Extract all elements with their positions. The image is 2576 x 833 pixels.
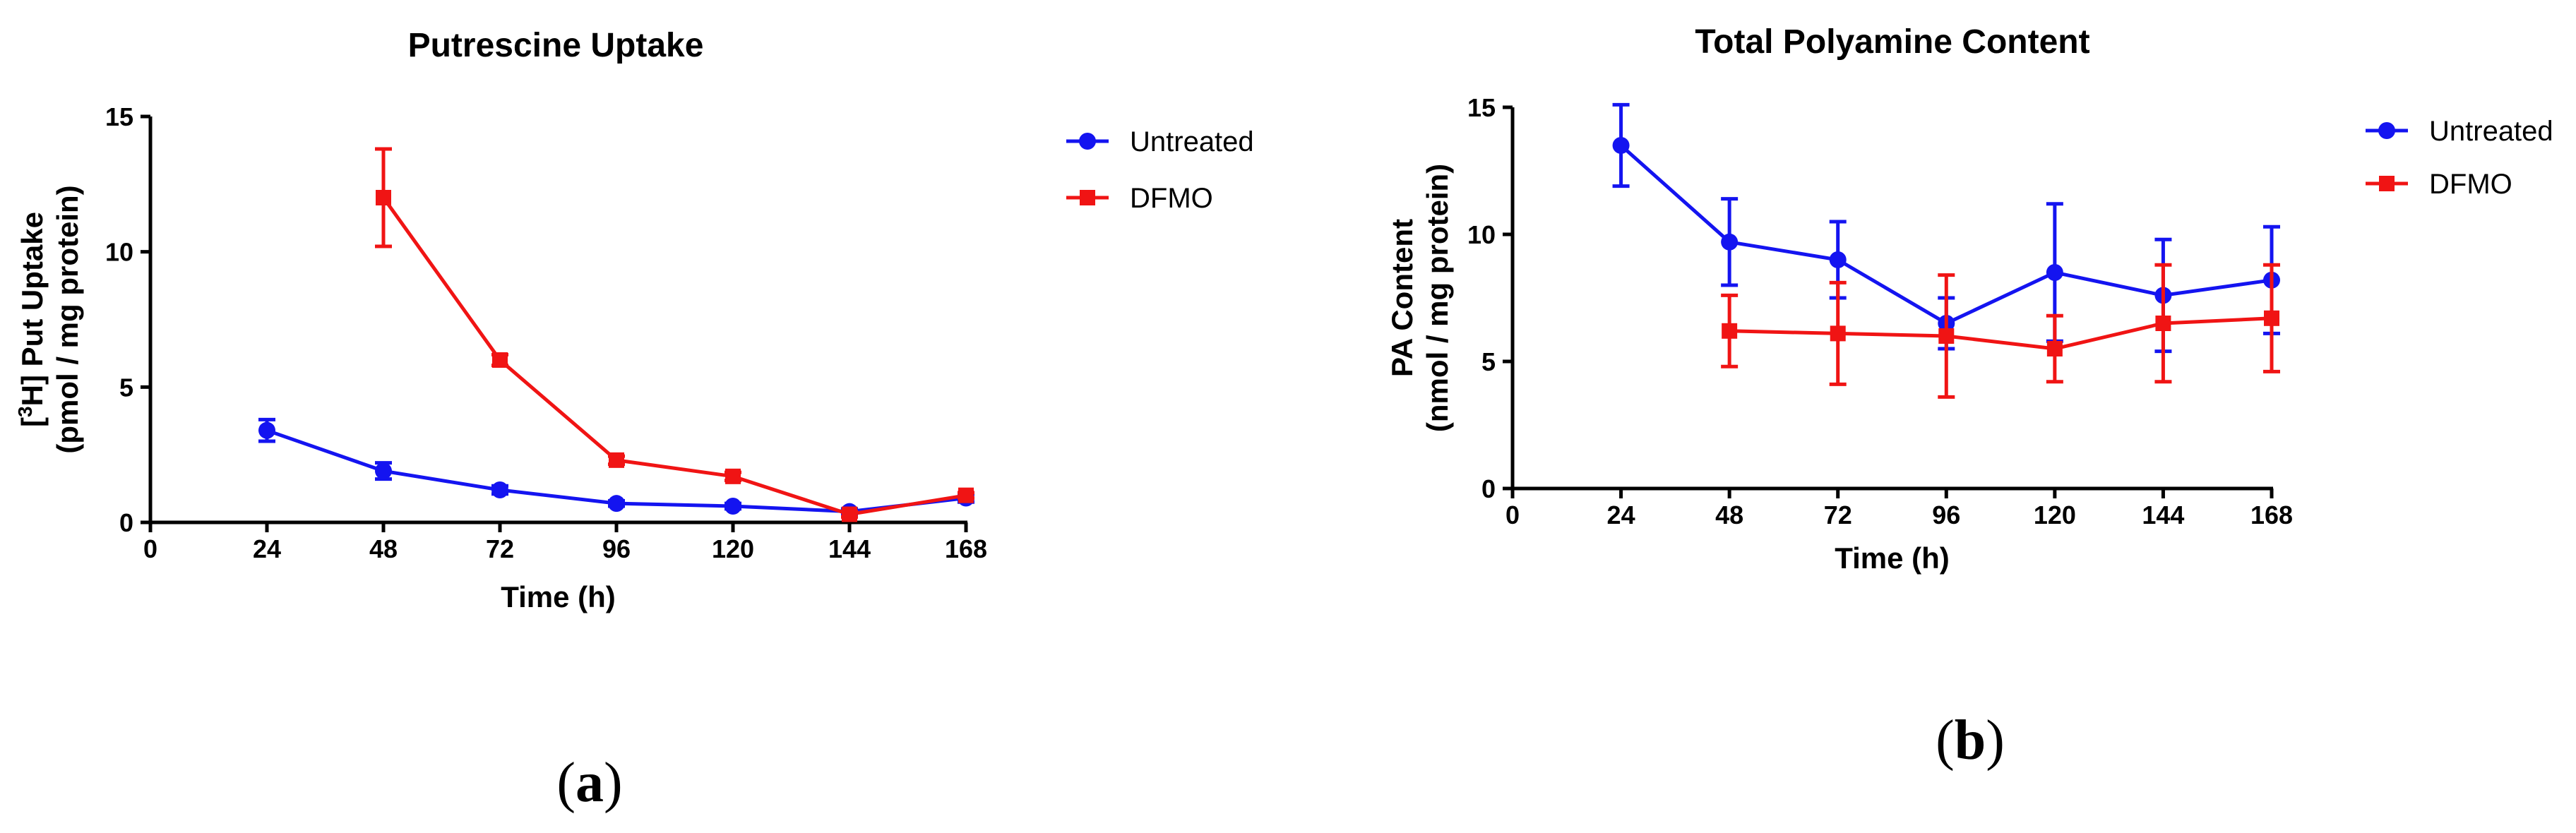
y-tick-label: 0 — [1481, 474, 1496, 503]
legend-marker — [2379, 176, 2395, 191]
panel-label: (b) — [1936, 709, 2005, 772]
y-axis-label-line1: PA Content — [1385, 219, 1419, 377]
x-tick-label: 120 — [2034, 501, 2076, 529]
x-tick-label: 0 — [143, 534, 157, 563]
legend-label: DFMO — [2429, 169, 2512, 200]
x-tick-label: 72 — [1824, 501, 1852, 529]
legend-label: DFMO — [1130, 183, 1213, 214]
series-untreated: Untreated — [258, 126, 1254, 520]
data-point — [608, 495, 625, 513]
x-tick-label: 144 — [2142, 501, 2184, 529]
data-point — [1830, 325, 1846, 342]
data-point — [958, 487, 974, 503]
panel-label: (a) — [556, 752, 622, 814]
y-axis-label-superscript: 3 — [14, 406, 36, 417]
legend-label: Untreated — [1130, 126, 1254, 157]
data-point — [1721, 233, 1739, 251]
panel-label-paren: ( — [556, 752, 576, 814]
data-point — [2155, 316, 2171, 331]
series-line — [1729, 316, 2272, 351]
series-untreated: Untreated — [1612, 102, 2553, 354]
data-point — [375, 462, 392, 480]
data-point — [2046, 264, 2063, 281]
y-axis-label-line1: [3H] Put Uptake — [14, 212, 49, 427]
x-tick-label: 96 — [1932, 501, 1960, 529]
x-tick-label: 144 — [828, 534, 871, 563]
y-tick-label: 10 — [105, 238, 133, 267]
data-point — [376, 190, 391, 205]
y-axis-label-part: [ — [16, 417, 49, 427]
panel-label-paren: ) — [604, 752, 623, 814]
legend-marker — [1080, 190, 1095, 205]
panel-label-paren: ( — [1936, 709, 1955, 772]
y-axis-label-line2: (nmol / mg protein) — [1421, 164, 1454, 432]
x-tick-label: 96 — [602, 534, 631, 563]
legend-marker — [2378, 122, 2395, 139]
x-tick-label: 0 — [1505, 501, 1520, 529]
data-point — [1829, 251, 1847, 268]
data-point — [725, 468, 741, 484]
y-tick-label: 15 — [1467, 93, 1496, 122]
x-tick-label: 168 — [945, 534, 987, 563]
series-dfmo: DFMO — [375, 147, 1213, 522]
y-tick-label: 5 — [119, 373, 133, 402]
x-tick-label: 48 — [369, 534, 398, 563]
data-point — [2264, 310, 2279, 326]
x-tick-label: 72 — [486, 534, 514, 563]
x-axis-label: Time (h) — [501, 580, 616, 613]
panel-label-letter: b — [1955, 709, 1986, 772]
x-tick-label: 48 — [1715, 501, 1743, 529]
chart-putrescine-uptake: Putrescine Uptake 0 24 48 72 96 120 144 168 0 5 10 1… — [14, 27, 1254, 814]
data-point — [1938, 328, 1955, 344]
x-tick-label: 24 — [1607, 501, 1635, 529]
panel-label-paren: ) — [1986, 709, 2005, 772]
data-point — [491, 481, 508, 498]
x-axis-label: Time (h) — [1835, 541, 1950, 575]
y-axis-label-line2: (pmol / mg protein) — [51, 185, 84, 453]
series-line — [381, 196, 967, 517]
panel-label-letter: a — [576, 752, 604, 814]
x-tick-label: 168 — [2250, 501, 2293, 529]
data-point — [2046, 341, 2063, 356]
legend-marker — [1079, 133, 1096, 150]
x-tick-label: 24 — [253, 534, 281, 563]
data-point — [1612, 137, 1630, 154]
data-point — [842, 506, 857, 522]
data-point — [609, 452, 624, 468]
y-tick-label: 10 — [1467, 220, 1496, 249]
data-point — [1722, 323, 1738, 339]
y-tick-label: 5 — [1481, 347, 1496, 376]
data-point — [258, 421, 275, 439]
y-axis-label-part: H] Put Uptake — [16, 212, 49, 406]
y-tick-label: 0 — [119, 508, 133, 537]
legend-label: Untreated — [2429, 116, 2553, 147]
data-point — [492, 352, 508, 368]
x-tick-label: 120 — [712, 534, 754, 563]
series-dfmo: DFMO — [1721, 169, 2512, 399]
y-tick-label: 15 — [105, 102, 133, 131]
chart-total-polyamine-content: Total Polyamine Content 0 24 48 72 96 120 144 16… — [1385, 23, 2553, 772]
chart-title: Putrescine Uptake — [408, 27, 704, 64]
chart-title: Total Polyamine Content — [1695, 23, 2089, 61]
data-point — [724, 498, 741, 515]
